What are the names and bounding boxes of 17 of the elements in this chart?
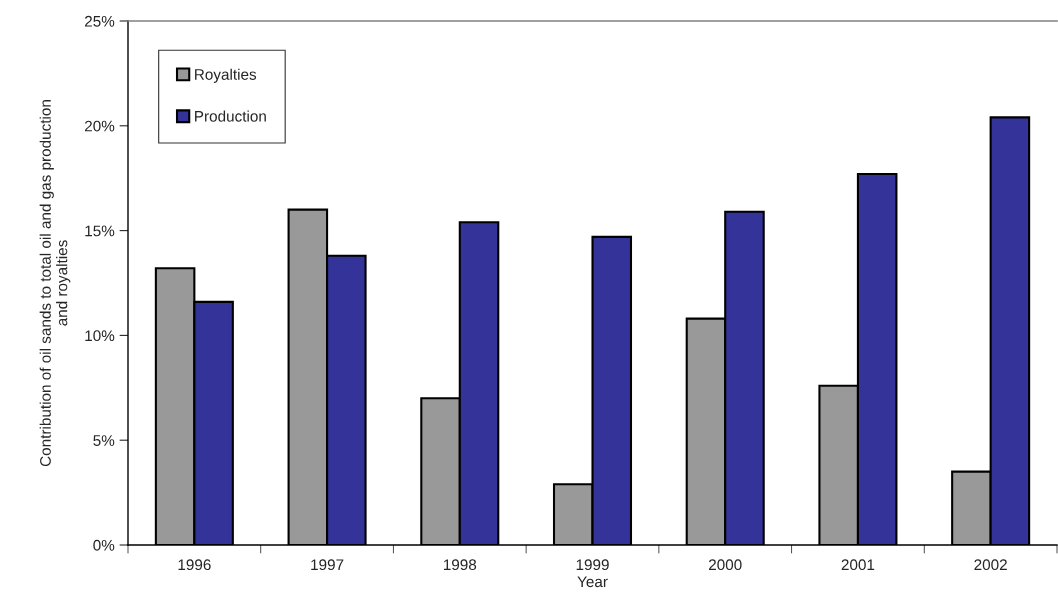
y-tick-label: 10%: [85, 330, 115, 342]
x-tick-label: 2002: [974, 559, 1007, 571]
y-tick-label: 0%: [93, 539, 115, 551]
y-tick-label: 20%: [85, 120, 115, 132]
y-tick-label: 5%: [93, 435, 115, 446]
y-tick-label: 15%: [85, 225, 115, 237]
y-axis-title: Contribution of oil sands to total oil and gas production and royalties: [39, 100, 71, 467]
x-tick-label: 1998: [443, 559, 477, 571]
x-tick-label: 2000: [708, 559, 742, 571]
legend-label: Royalties: [195, 68, 257, 83]
x-tick-label: 1999: [576, 559, 609, 571]
x-tick-label: 2001: [841, 559, 875, 571]
x-axis-title: Year: [577, 576, 608, 588]
y-tick-label: 25%: [85, 15, 115, 27]
x-tick-label: 1996: [178, 559, 211, 571]
x-tick-label: 1997: [311, 559, 344, 571]
legend-label: Production: [195, 110, 266, 122]
